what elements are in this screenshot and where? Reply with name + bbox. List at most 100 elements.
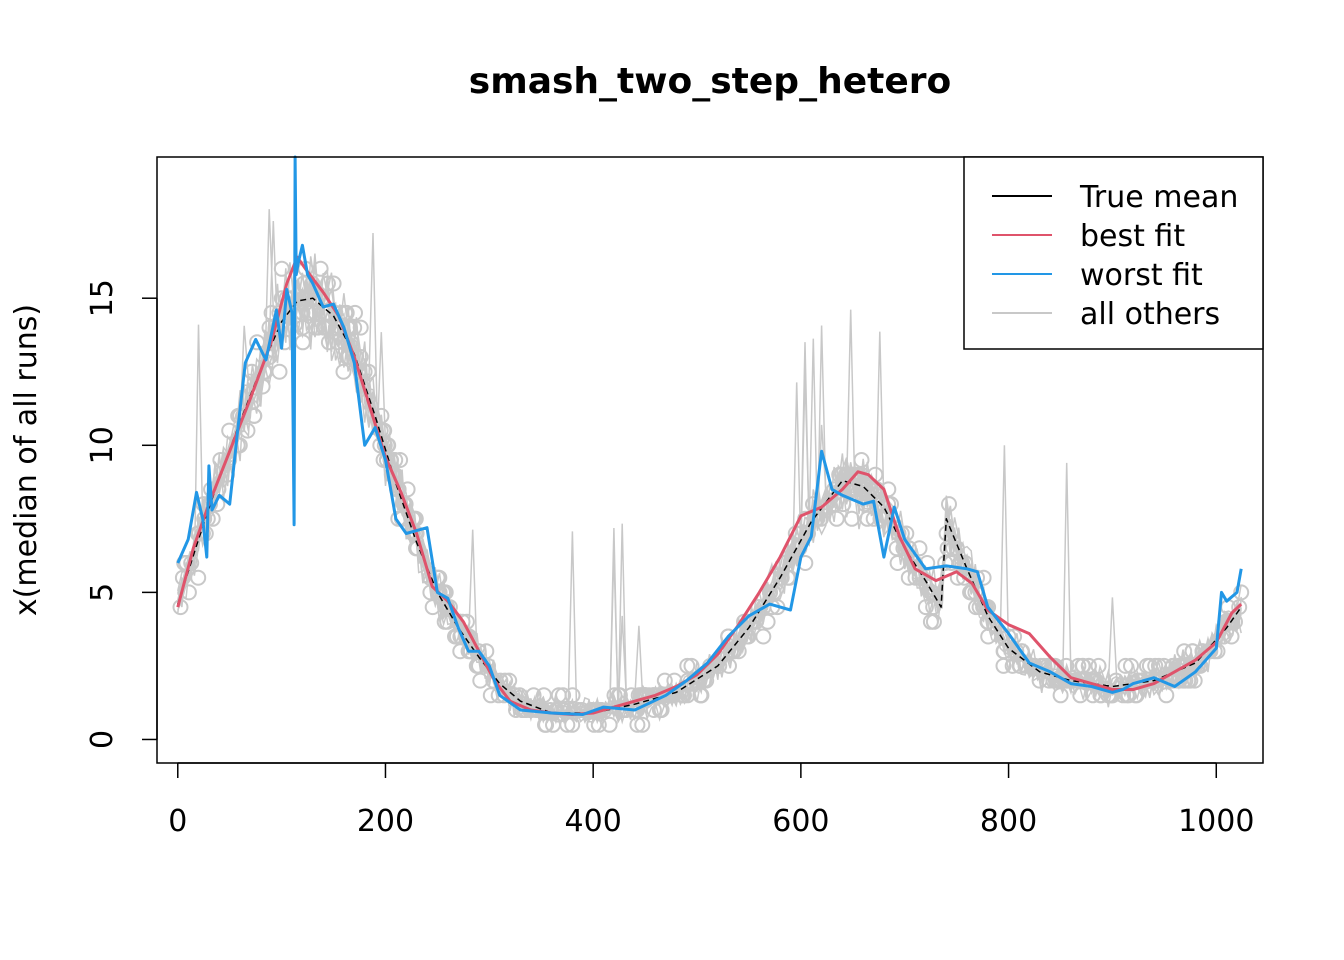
- other-run-point: [325, 275, 342, 292]
- y-tick-label: 10: [85, 426, 120, 464]
- other-run-point: [808, 510, 825, 527]
- other-run-point: [535, 687, 552, 704]
- other-run-point: [1052, 687, 1069, 704]
- other-run-point: [601, 716, 618, 733]
- other-run-point: [564, 716, 581, 733]
- other-run-point: [633, 687, 650, 704]
- other-run-point: [865, 510, 882, 527]
- other-run-point: [347, 304, 363, 321]
- other-run-point: [501, 672, 518, 689]
- other-run-point: [890, 525, 907, 542]
- x-tick-label: 1000: [1178, 804, 1254, 839]
- x-tick-label: 600: [772, 804, 829, 839]
- other-run-point: [561, 702, 578, 718]
- other-run-point: [995, 657, 1012, 674]
- other-run-point: [1072, 687, 1089, 704]
- other-run-point: [431, 569, 448, 586]
- other-run-point: [537, 716, 553, 733]
- other-run-point: [1138, 657, 1155, 674]
- other-run-point: [335, 363, 352, 380]
- other-run-point: [857, 496, 873, 513]
- other-run-point: [246, 407, 263, 424]
- other-run-point: [472, 672, 489, 689]
- other-run-point: [755, 599, 772, 616]
- x-axis: 0 200 400 600 800 1000: [168, 762, 1254, 839]
- other-run-point: [392, 452, 409, 468]
- other-run-point: [720, 628, 737, 645]
- other-run-point: [730, 643, 747, 660]
- other-run-point: [917, 599, 934, 616]
- other-run-point: [340, 349, 357, 365]
- other-run-point: [1080, 657, 1097, 674]
- other-run-point: [941, 496, 957, 513]
- other-run-point: [938, 525, 955, 542]
- other-run-point: [683, 657, 700, 674]
- other-run-point: [844, 481, 861, 498]
- other-run-point: [693, 687, 709, 704]
- other-run-point: [556, 702, 573, 718]
- other-run-point: [1158, 687, 1175, 704]
- other-run-point: [204, 510, 221, 527]
- other-run-point: [889, 555, 906, 571]
- other-run-point: [759, 613, 776, 630]
- worst-fit-line: [176, 155, 1243, 716]
- other-run-point: [843, 510, 860, 527]
- other-run-point: [1233, 584, 1250, 601]
- other-run-point: [271, 363, 288, 380]
- other-run-point: [748, 613, 765, 630]
- other-run-point: [295, 275, 312, 292]
- other-run-point: [310, 319, 327, 336]
- other-run-point: [436, 613, 453, 630]
- legend-box: [963, 156, 1264, 350]
- other-run-point: [319, 275, 336, 292]
- y-tick-label: 15: [85, 279, 120, 317]
- other-run-point: [352, 319, 369, 336]
- other-run-point: [866, 481, 883, 498]
- other-run-point: [301, 304, 318, 321]
- other-run-point: [773, 569, 790, 586]
- other-run-point: [755, 628, 772, 645]
- other-run-point: [273, 260, 290, 277]
- other-run-point: [312, 260, 329, 277]
- x-tick-label: 800: [980, 804, 1037, 839]
- other-run-point: [221, 422, 238, 439]
- y-tick-label: 5: [85, 583, 120, 602]
- other-run-point: [1075, 657, 1092, 674]
- other-run-point: [762, 584, 778, 601]
- other-run-point: [679, 657, 696, 674]
- y-axis-label: x(median of all runs): [9, 304, 44, 616]
- other-run-point: [651, 702, 668, 718]
- other-run-point: [1123, 657, 1139, 674]
- other-run-point: [711, 657, 728, 674]
- other-run-point: [937, 555, 954, 571]
- legend-entry-label: best fit: [1080, 219, 1185, 254]
- x-tick-label: 400: [565, 804, 622, 839]
- legend: True mean best fit worst fit all others: [963, 156, 1264, 350]
- other-run-point: [1147, 657, 1164, 674]
- other-run-point: [980, 628, 997, 645]
- other-run-point: [249, 334, 266, 351]
- y-tick-label: 0: [85, 730, 120, 749]
- other-run-point: [925, 613, 942, 630]
- other-run-point: [1027, 657, 1043, 674]
- other-run-point: [1090, 657, 1107, 674]
- legend-entry-label: True mean: [1079, 180, 1238, 215]
- other-run-point: [853, 452, 870, 468]
- other-run-point: [1039, 657, 1056, 674]
- other-run-point: [900, 569, 917, 586]
- other-run-point: [606, 687, 623, 704]
- other-run-point: [360, 363, 377, 380]
- other-run-point: [307, 304, 324, 321]
- other-run-point: [1156, 657, 1172, 674]
- legend-entry-label: all others: [1080, 297, 1220, 332]
- other-run-point: [1117, 657, 1134, 674]
- other-run-point: [239, 422, 256, 439]
- x-tick-label: 0: [168, 804, 187, 839]
- x-tick-label: 200: [357, 804, 414, 839]
- other-run-point: [1177, 657, 1194, 674]
- other-run-point: [424, 599, 441, 616]
- other-run-point: [968, 599, 984, 616]
- other-run-point: [725, 643, 742, 660]
- other-run-point: [610, 687, 627, 704]
